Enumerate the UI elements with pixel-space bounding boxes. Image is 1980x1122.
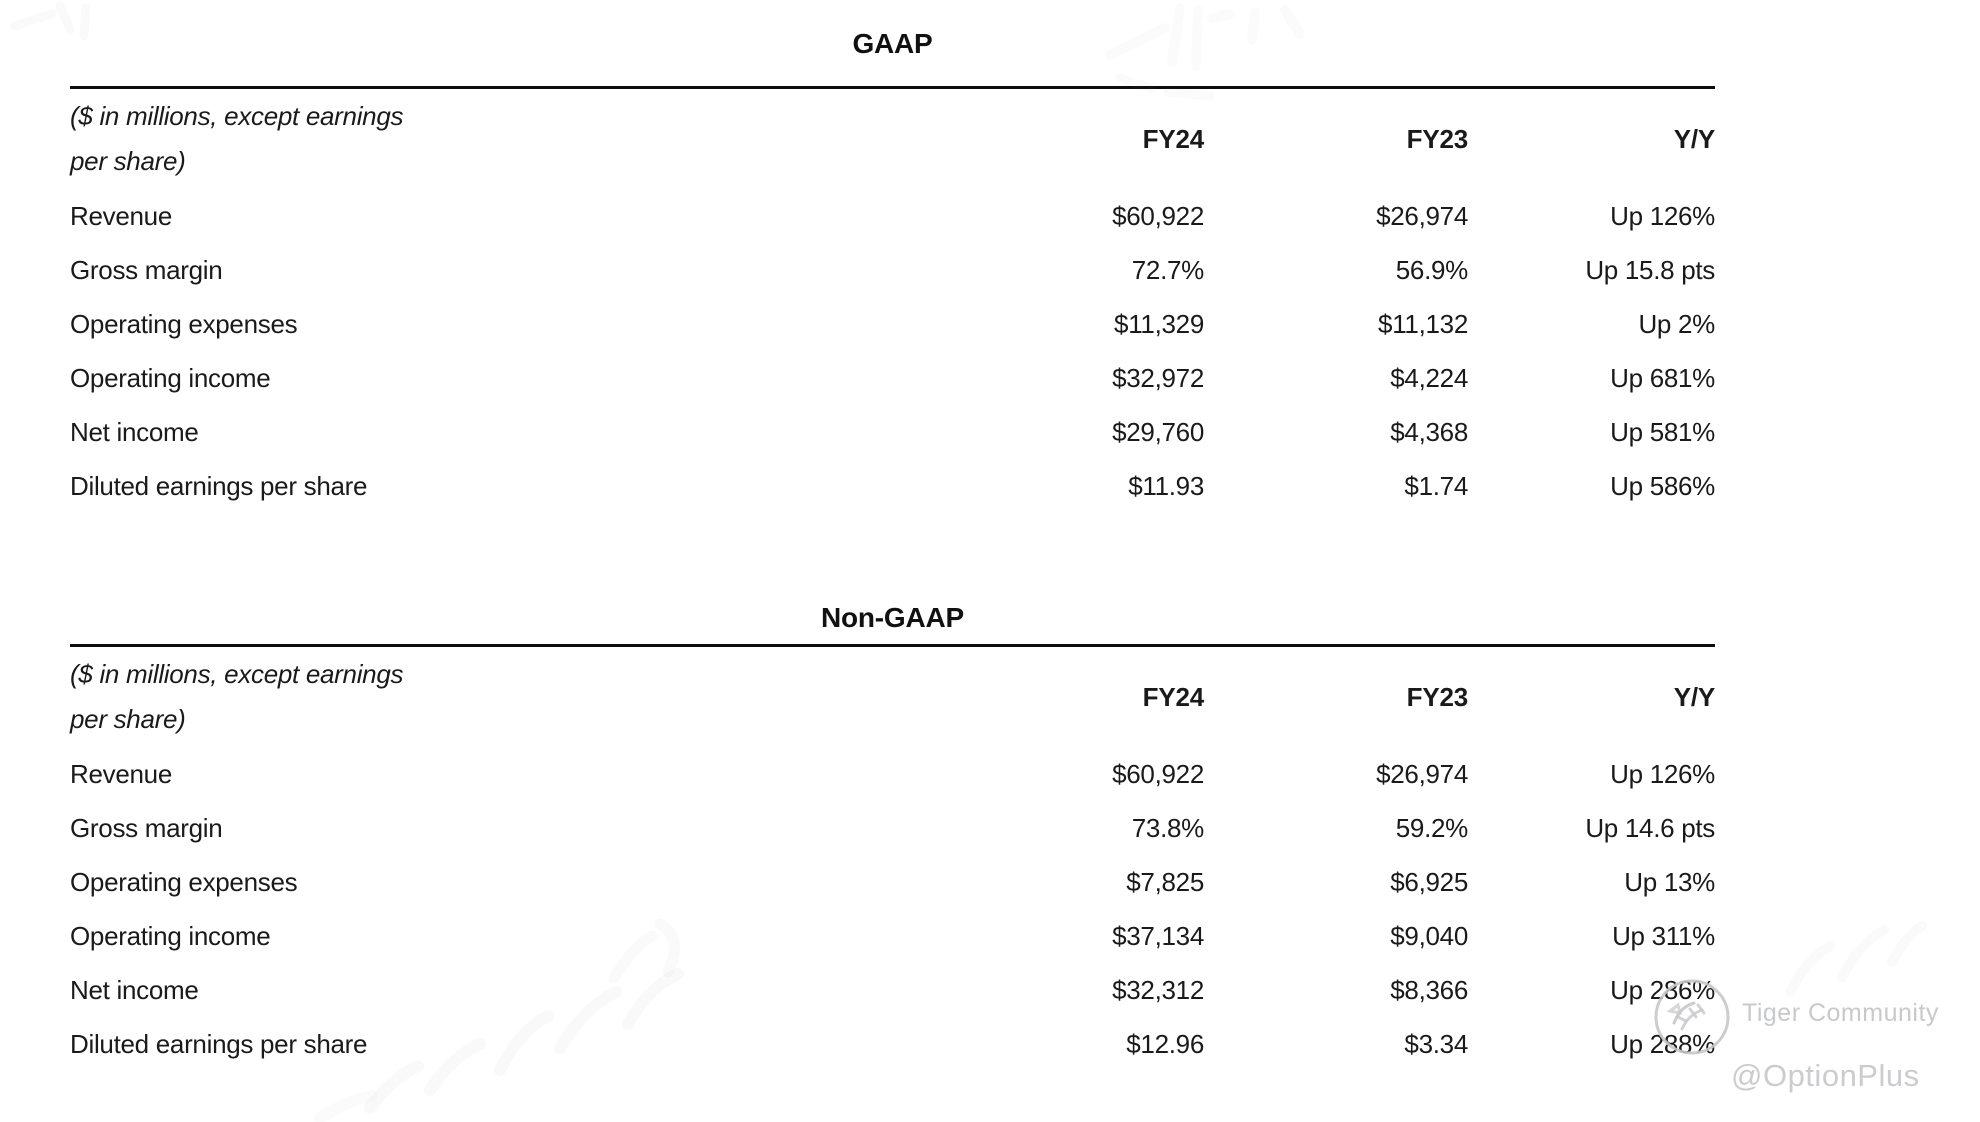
column-header-fy24: FY24	[1142, 123, 1205, 154]
yy-value: Up 15.8 pts	[1585, 254, 1715, 285]
table-row: Net income $29,760 $4,368 Up 581%	[70, 405, 1715, 459]
table-row: Diluted earnings per share $11.93 $1.74 …	[70, 459, 1715, 513]
fy23-value: $26,974	[1376, 200, 1468, 231]
row-label: Operating expenses	[70, 866, 298, 897]
units-note-line2: per share)	[70, 704, 186, 734]
financial-report: GAAP ($ in millions, except earnings per…	[70, 0, 1715, 1071]
fy23-value: $9,040	[1390, 920, 1468, 951]
fy24-value: $7,825	[1126, 866, 1204, 897]
fy23-value: $8,366	[1390, 974, 1468, 1005]
yy-value: Up 586%	[1610, 470, 1715, 501]
table-row: Operating income $32,972 $4,224 Up 681%	[70, 351, 1715, 405]
table-row: Operating expenses $7,825 $6,925 Up 13%	[70, 855, 1715, 909]
yy-value: Up 2%	[1638, 308, 1715, 339]
units-note: ($ in millions, except earnings per shar…	[70, 647, 770, 747]
units-note: ($ in millions, except earnings per shar…	[70, 89, 770, 189]
watermark-handle: @OptionPlus	[1731, 1058, 1920, 1093]
non-gaap-section: Non-GAAP ($ in millions, except earnings…	[70, 598, 1715, 1071]
table-row: Diluted earnings per share $12.96 $3.34 …	[70, 1017, 1715, 1071]
table-row: Operating expenses $11,329 $11,132 Up 2%	[70, 297, 1715, 351]
tiger-logo-icon	[1654, 979, 1730, 1055]
fy23-value: 59.2%	[1395, 812, 1469, 843]
column-header-yy: Y/Y	[1673, 123, 1716, 154]
fy24-value: $32,312	[1112, 974, 1204, 1005]
column-header-fy24: FY24	[1142, 681, 1205, 712]
fy24-value: $11,329	[1114, 308, 1204, 339]
yy-value: Up 126%	[1610, 200, 1715, 231]
table-row: Revenue $60,922 $26,974 Up 126%	[70, 189, 1715, 243]
fy24-value: $60,922	[1112, 200, 1204, 231]
fy23-value: $11,132	[1378, 308, 1468, 339]
non-gaap-divider	[70, 644, 1715, 647]
fy24-value: $12.96	[1126, 1028, 1204, 1059]
gaap-section-title: GAAP	[852, 28, 933, 59]
units-note-line2: per share)	[70, 146, 186, 176]
fy24-value: $37,134	[1112, 920, 1204, 951]
row-label: Net income	[70, 974, 199, 1005]
yy-value: Up 14.6 pts	[1585, 812, 1715, 843]
gaap-section: GAAP ($ in millions, except earnings per…	[70, 24, 1715, 513]
non-gaap-section-title: Non-GAAP	[820, 602, 965, 633]
row-label: Net income	[70, 416, 199, 447]
yy-value: Up 581%	[1610, 416, 1715, 447]
fy24-value: $29,760	[1112, 416, 1204, 447]
row-label: Operating income	[70, 362, 271, 393]
column-header-fy23: FY23	[1406, 123, 1469, 154]
gaap-divider	[70, 86, 1715, 89]
row-label: Diluted earnings per share	[70, 1028, 368, 1059]
yy-value: Up 681%	[1610, 362, 1715, 393]
non-gaap-header-row: ($ in millions, except earnings per shar…	[70, 647, 1715, 747]
fy24-value: 73.8%	[1131, 812, 1205, 843]
table-row: Revenue $60,922 $26,974 Up 126%	[70, 747, 1715, 801]
row-label: Diluted earnings per share	[70, 470, 368, 501]
row-label: Gross margin	[70, 812, 223, 843]
yy-value: Up 286%	[1610, 974, 1715, 1005]
fy24-value: $11.93	[1128, 470, 1204, 501]
row-label: Operating income	[70, 920, 271, 951]
fy23-value: $4,368	[1390, 416, 1468, 447]
fy23-value: $3.34	[1404, 1028, 1468, 1059]
watermark-community-label: Tiger Community	[1742, 999, 1939, 1027]
units-note-line1: ($ in millions, except earnings	[70, 101, 404, 131]
column-header-fy23: FY23	[1406, 681, 1469, 712]
fy23-value: $1.74	[1404, 470, 1468, 501]
fy23-value: 56.9%	[1395, 254, 1469, 285]
yy-value: Up 13%	[1624, 866, 1715, 897]
column-header-yy: Y/Y	[1673, 681, 1716, 712]
fy23-value: $4,224	[1390, 362, 1468, 393]
gaap-header-row: ($ in millions, except earnings per shar…	[70, 89, 1715, 189]
table-row: Operating income $37,134 $9,040 Up 311%	[70, 909, 1715, 963]
yy-value: Up 126%	[1610, 758, 1715, 789]
table-row: Gross margin 73.8% 59.2% Up 14.6 pts	[70, 801, 1715, 855]
row-label: Revenue	[70, 758, 172, 789]
row-label: Operating expenses	[70, 308, 298, 339]
row-label: Gross margin	[70, 254, 223, 285]
table-row: Net income $32,312 $8,366 Up 286%	[70, 963, 1715, 1017]
fy23-value: $26,974	[1376, 758, 1468, 789]
yy-value: Up 311%	[1612, 920, 1715, 951]
row-label: Revenue	[70, 200, 172, 231]
fy23-value: $6,925	[1390, 866, 1468, 897]
fy24-value: $60,922	[1112, 758, 1204, 789]
fy24-value: 72.7%	[1131, 254, 1205, 285]
units-note-line1: ($ in millions, except earnings	[70, 659, 404, 689]
fy24-value: $32,972	[1112, 362, 1204, 393]
table-row: Gross margin 72.7% 56.9% Up 15.8 pts	[70, 243, 1715, 297]
